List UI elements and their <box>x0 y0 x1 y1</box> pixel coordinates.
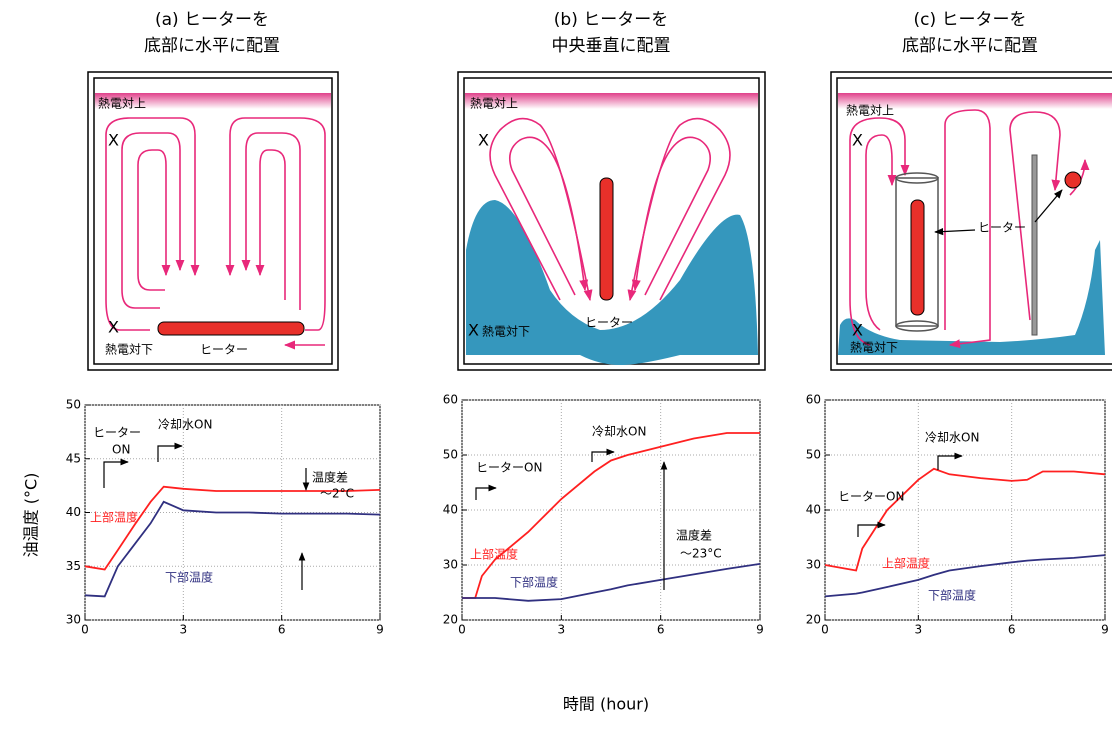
heater-label: ヒーター <box>200 343 248 357</box>
x-tick-label: 9 <box>1101 623 1109 637</box>
y-tick-label: 40 <box>66 505 81 519</box>
x-tick-label: 0 <box>458 623 466 637</box>
y-tick-label: 20 <box>806 613 821 627</box>
thermocouple-label: 熱電対上 <box>470 97 518 111</box>
thermocouple-label: 熱電対下 <box>482 325 530 339</box>
annotation: 冷却水ON <box>592 425 646 439</box>
heater-label: ヒーター <box>585 316 633 330</box>
annotation: ヒーターON <box>838 490 904 504</box>
y-tick-label: 40 <box>443 503 458 517</box>
y-tick-label: 30 <box>443 558 458 572</box>
series-label: 上部温度 <box>882 556 930 571</box>
y-tick-label: 30 <box>806 558 821 572</box>
annotation: ヒーターON <box>476 461 542 475</box>
y-tick-label: 60 <box>806 393 821 407</box>
y-tick-label: 50 <box>66 398 81 412</box>
marker: X <box>108 318 119 337</box>
series-label: 上部温度 <box>90 510 138 525</box>
annotation: ON <box>112 443 130 457</box>
series-label: 下部温度 <box>165 570 213 585</box>
annotation: 温度差 <box>312 470 348 485</box>
series-label: 下部温度 <box>928 588 976 603</box>
series-label: 上部温度 <box>470 547 518 562</box>
annotation: ヒーター <box>93 426 141 440</box>
thermocouple-label: 熱電対下 <box>105 343 153 357</box>
y-tick-label: 35 <box>66 559 81 573</box>
marker: X <box>852 131 863 150</box>
panel-title: 底部に水平に配置 <box>144 36 280 56</box>
x-tick-label: 6 <box>657 623 665 637</box>
x-tick-label: 9 <box>756 623 764 637</box>
panel-title: 底部に水平に配置 <box>902 36 1038 56</box>
x-tick-label: 3 <box>915 623 923 637</box>
y-tick-label: 60 <box>443 393 458 407</box>
x-tick-label: 6 <box>1008 623 1016 637</box>
diagram-a: 熱電対上 X X 熱電対下 ヒーター <box>88 72 338 370</box>
y-tick-label: 50 <box>806 448 821 462</box>
thermocouple-label: 熱電対下 <box>850 341 898 355</box>
panel-title: (b) ヒーターを <box>554 10 668 30</box>
y-tick-label: 40 <box>806 503 821 517</box>
marker: X <box>108 131 119 150</box>
x-tick-label: 9 <box>376 623 384 637</box>
x-tick-label: 3 <box>180 623 188 637</box>
diagram-b: 熱電対上 X X 熱電対下 ヒーター <box>458 72 765 370</box>
thermocouple-label: 熱電対上 <box>846 104 894 118</box>
figure: (a) ヒーターを 底部に水平に配置 (b) ヒーターを 中央垂直に配置 (c)… <box>0 0 1112 740</box>
y-tick-label: 30 <box>66 613 81 627</box>
y-tick-label: 45 <box>66 451 81 465</box>
x-tick-label: 0 <box>81 623 89 637</box>
y-axis-label: 油温度 (°C) <box>22 473 41 558</box>
marker: X <box>852 321 863 340</box>
annotation: ～2°C <box>320 487 354 501</box>
marker: X <box>478 131 489 150</box>
panel-title: (c) ヒーターを <box>913 10 1026 30</box>
series-label: 下部温度 <box>510 575 558 590</box>
panel-title: (a) ヒーターを <box>155 10 269 30</box>
annotation: 冷却水ON <box>158 418 212 432</box>
y-tick-label: 20 <box>443 613 458 627</box>
annotation: ～23°C <box>680 547 722 561</box>
annotation: 冷却水ON <box>925 431 979 445</box>
diagram-c: ヒーター 熱電対上 X X 熱電対下 <box>831 72 1112 370</box>
x-axis-label: 時間 (hour) <box>563 695 649 714</box>
y-tick-label: 50 <box>443 448 458 462</box>
x-tick-label: 6 <box>278 623 286 637</box>
annotation: 温度差 <box>676 528 712 543</box>
x-tick-label: 0 <box>821 623 829 637</box>
marker: X <box>468 321 479 340</box>
x-tick-label: 3 <box>558 623 566 637</box>
heater-label: ヒーター <box>978 221 1026 235</box>
thermocouple-label: 熱電対上 <box>98 97 146 111</box>
panel-title: 中央垂直に配置 <box>552 36 671 56</box>
